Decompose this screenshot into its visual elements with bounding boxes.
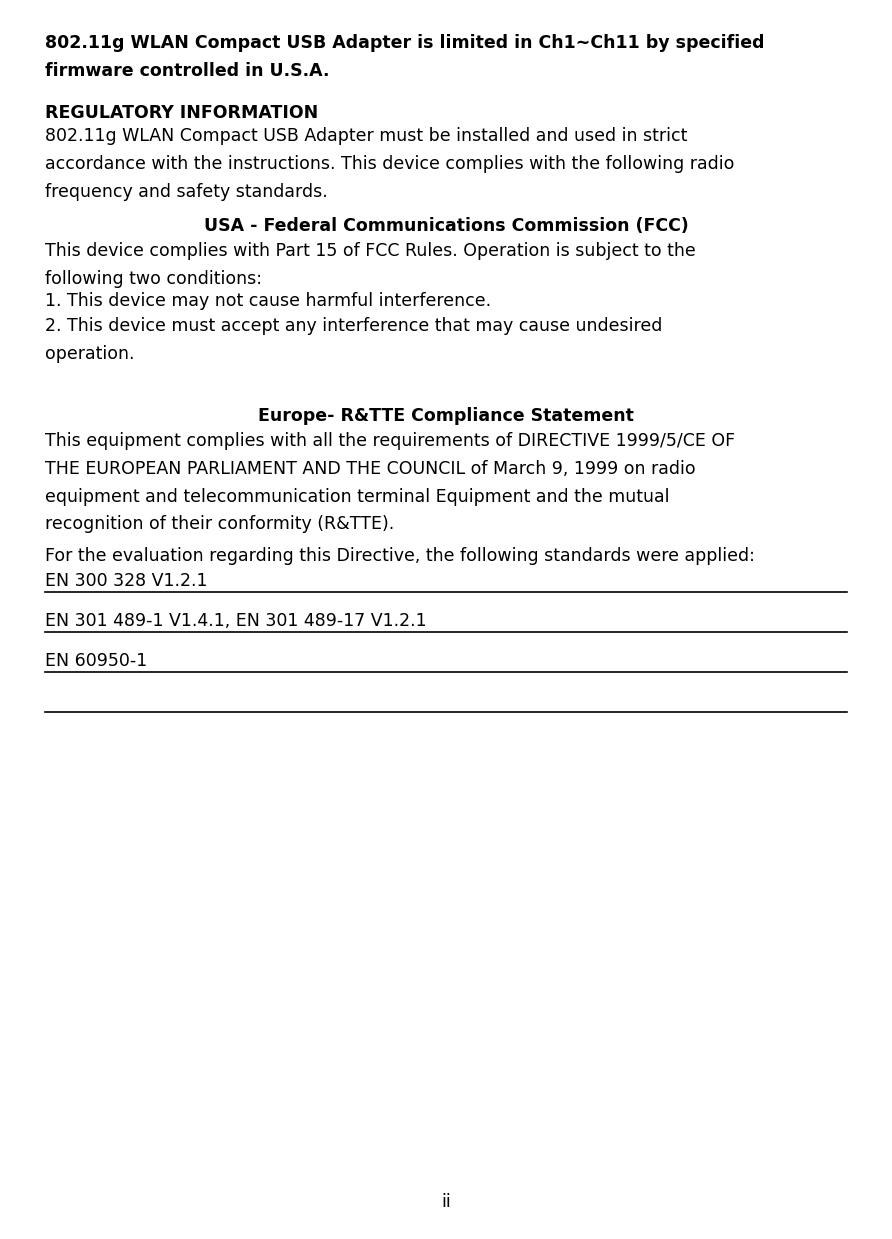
Text: 802.11g WLAN Compact USB Adapter must be installed and used in strict
accordance: 802.11g WLAN Compact USB Adapter must be… bbox=[45, 128, 734, 201]
Text: 802.11g WLAN Compact USB Adapter is limited in Ch1~Ch11 by specified
firmware co: 802.11g WLAN Compact USB Adapter is limi… bbox=[45, 33, 764, 79]
Text: ii: ii bbox=[442, 1193, 450, 1211]
Text: This equipment complies with all the requirements of DIRECTIVE 1999/5/CE OF
THE : This equipment complies with all the req… bbox=[45, 432, 735, 534]
Text: REGULATORY INFORMATION: REGULATORY INFORMATION bbox=[45, 104, 318, 121]
Text: EN 301 489-1 V1.4.1, EN 301 489-17 V1.2.1: EN 301 489-1 V1.4.1, EN 301 489-17 V1.2.… bbox=[45, 612, 426, 629]
Text: 2. This device must accept any interference that may cause undesired
operation.: 2. This device must accept any interfere… bbox=[45, 317, 663, 363]
Text: For the evaluation regarding this Directive, the following standards were applie: For the evaluation regarding this Direct… bbox=[45, 546, 755, 565]
Text: USA - Federal Communications Commission (FCC): USA - Federal Communications Commission … bbox=[203, 217, 689, 235]
Text: This device complies with Part 15 of FCC Rules. Operation is subject to the
foll: This device complies with Part 15 of FCC… bbox=[45, 242, 696, 287]
Text: EN 60950-1: EN 60950-1 bbox=[45, 652, 147, 670]
Text: 1. This device may not cause harmful interference.: 1. This device may not cause harmful int… bbox=[45, 292, 491, 310]
Text: Europe- R&TTE Compliance Statement: Europe- R&TTE Compliance Statement bbox=[258, 406, 634, 425]
Text: EN 300 328 V1.2.1: EN 300 328 V1.2.1 bbox=[45, 572, 208, 590]
